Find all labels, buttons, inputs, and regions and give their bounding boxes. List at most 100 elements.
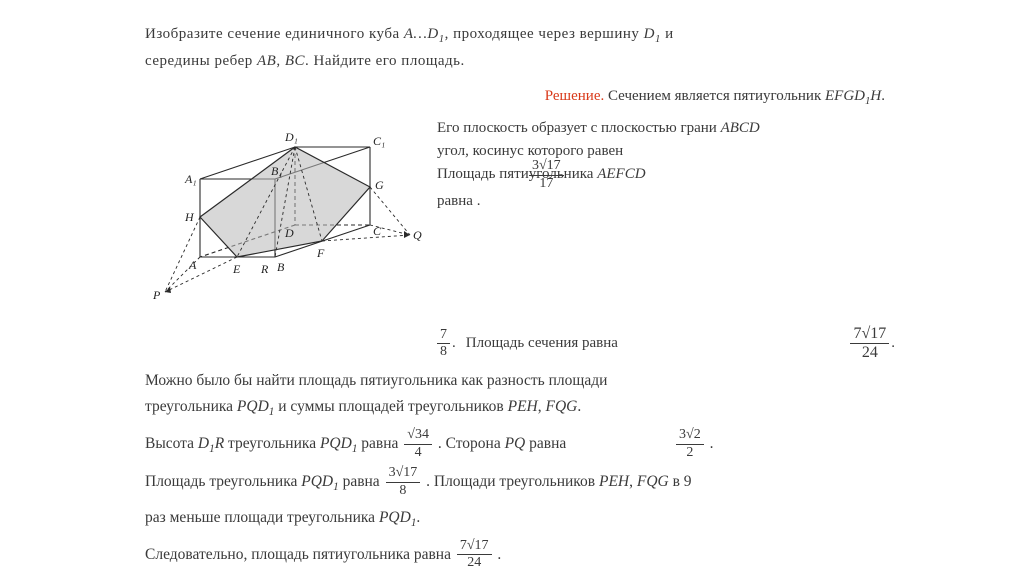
fraction-h: √34 4 — [402, 428, 434, 460]
tri: PEH — [599, 473, 629, 490]
text: равна — [525, 435, 570, 452]
equation-row: 7 8 . Площадь сечения равна 7√17 24 . — [145, 326, 895, 363]
denominator: 2 — [676, 445, 704, 461]
fraction-final2: 7√17 24 — [455, 539, 494, 571]
denominator: 17 — [529, 176, 564, 192]
fraction-pq: 3√2 2 — [674, 428, 706, 460]
numerator: 3√17 — [386, 466, 421, 483]
text: треугольника — [145, 398, 237, 415]
period: . — [577, 398, 581, 415]
denominator: 24 — [457, 555, 492, 571]
text: равна — [339, 473, 384, 490]
text: Изобразите сечение единичного куба — [145, 26, 404, 42]
tri: PQD — [301, 473, 333, 490]
tri: PEH — [508, 398, 538, 415]
solution-body: Его плоскость образует с плоскостью гран… — [425, 117, 895, 214]
svg-text:Q: Q — [413, 228, 422, 242]
numerator: 7 — [437, 328, 450, 345]
text: Его плоскость образует с плоскостью гран… — [437, 120, 721, 136]
period: . — [452, 335, 456, 352]
text: , — [538, 398, 546, 415]
svg-text:E: E — [232, 262, 241, 276]
text: угол, косинус которого равен — [437, 140, 895, 163]
numerator: √34 — [404, 428, 432, 445]
text: Площади треугольников — [434, 473, 599, 490]
svg-text:G: G — [375, 178, 384, 192]
svg-text:B₁: B₁ — [271, 164, 283, 178]
cube-label: A…D — [404, 26, 439, 42]
text: равна — [357, 435, 402, 452]
svg-text:H: H — [184, 210, 195, 224]
text: равна — [437, 193, 477, 209]
tri: FQG — [546, 398, 578, 415]
text: Площадь сечения равна — [466, 335, 618, 352]
cube-diagram: A₁ B₁ C₁ D₁ A B C D E F G H P Q R — [145, 117, 425, 322]
tri: PQD — [379, 509, 411, 526]
vertex: D — [644, 26, 655, 42]
denominator: 4 — [404, 445, 432, 461]
text: Площадь пятиугольника — [437, 166, 597, 182]
svg-text:P: P — [152, 288, 161, 302]
tri: FQG — [637, 473, 669, 490]
svg-text:A: A — [188, 258, 197, 272]
edge: AB — [257, 53, 276, 69]
tri: PQD — [237, 398, 269, 415]
svg-text:C: C — [373, 224, 382, 238]
text: Площадь треугольника — [145, 473, 301, 490]
problem-statement: Изобразите сечение единичного куба A…D1,… — [145, 22, 895, 74]
pentagon-end: H — [870, 88, 881, 104]
text: Сечением является пятиугольник — [604, 88, 825, 104]
fraction-pqd: 3√17 8 — [384, 466, 423, 498]
numerator: 7√17 — [850, 326, 889, 345]
period: . — [881, 88, 885, 104]
numerator: 3√17 — [529, 159, 564, 176]
fraction-final: 7√17 24 — [848, 326, 891, 363]
text: , — [629, 473, 637, 490]
period: . — [710, 435, 714, 452]
text: Высота — [145, 435, 198, 452]
tri: PQD — [320, 435, 352, 452]
text: раз меньше площади треугольника — [145, 509, 379, 526]
period: . — [477, 193, 481, 209]
text: Можно было бы найти площадь пятиугольник… — [145, 372, 607, 389]
svg-text:D₁: D₁ — [284, 130, 298, 144]
svg-text:C₁: C₁ — [373, 134, 385, 148]
period: . — [426, 473, 430, 490]
solution-label: Решение. — [545, 88, 604, 104]
cos-fraction: 3√17 17 — [527, 159, 566, 191]
pentagon: EFGD — [825, 88, 865, 104]
period: . — [438, 435, 442, 452]
text: и — [661, 26, 674, 42]
text: треугольника — [224, 435, 320, 452]
svg-text:B: B — [277, 260, 285, 274]
text: Сторона — [446, 435, 505, 452]
text: . Найдите его площадь. — [305, 53, 465, 69]
text: и суммы площадей треугольников — [274, 398, 507, 415]
edge: BC — [285, 53, 305, 69]
face: ABCD — [721, 120, 760, 136]
period: . — [891, 335, 895, 352]
text: Следовательно, площадь пятиугольника рав… — [145, 545, 455, 562]
period: . — [497, 545, 501, 562]
svg-text:D: D — [284, 226, 294, 240]
text: середины ребер — [145, 53, 257, 69]
pentagon: AEFCD — [597, 166, 645, 182]
height: D — [198, 435, 209, 452]
numerator: 3√2 — [676, 428, 704, 445]
numerator: 7√17 — [457, 539, 492, 556]
side: PQ — [505, 435, 526, 452]
fraction-7-8: 7 8 — [435, 328, 452, 360]
svg-text:F: F — [316, 246, 325, 260]
height-r: R — [215, 435, 224, 452]
denominator: 8 — [437, 344, 450, 360]
period: . — [416, 509, 420, 526]
alternative-solution: Можно было бы найти площадь пятиугольник… — [145, 368, 895, 571]
solution-heading: Решение. Сечением является пятиугольник … — [145, 88, 895, 107]
text: , — [276, 53, 285, 69]
text: , проходящее через вершину — [445, 26, 644, 42]
svg-text:R: R — [260, 262, 269, 276]
denominator: 8 — [386, 483, 421, 499]
svg-text:A₁: A₁ — [184, 172, 197, 186]
text: в 9 — [669, 473, 692, 490]
denominator: 24 — [850, 344, 889, 362]
